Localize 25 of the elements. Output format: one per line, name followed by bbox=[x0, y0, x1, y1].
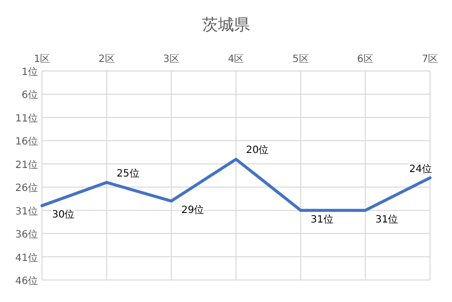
x-tick-label: 5区 bbox=[292, 54, 309, 65]
data-label: 30位 bbox=[52, 208, 75, 221]
x-tick-label: 1区 bbox=[34, 54, 50, 65]
data-label: 31位 bbox=[375, 213, 398, 226]
data-label: 20位 bbox=[246, 144, 269, 156]
x-tick-label: 2区 bbox=[98, 54, 115, 65]
x-tick-label: 7区 bbox=[422, 54, 438, 65]
x-tick-label: 3区 bbox=[163, 54, 180, 65]
y-tick-label: 31位 bbox=[15, 205, 38, 218]
x-tick-label: 4区 bbox=[228, 54, 244, 65]
y-tick-label: 11位 bbox=[15, 112, 38, 124]
chart-title: 茨城県 bbox=[202, 15, 250, 34]
y-tick-label: 41位 bbox=[15, 252, 38, 264]
y-tick-label: 46位 bbox=[15, 275, 38, 287]
data-label: 25位 bbox=[116, 167, 140, 180]
y-tick-label: 21位 bbox=[15, 158, 38, 171]
y-tick-label: 16位 bbox=[15, 136, 38, 148]
y-tick-label: 26位 bbox=[15, 182, 38, 194]
y-tick-label: 36位 bbox=[15, 228, 38, 241]
data-label: 24位 bbox=[409, 162, 432, 175]
y-tick-label: 6位 bbox=[22, 89, 38, 102]
x-tick-label: 6区 bbox=[357, 54, 374, 65]
y-tick-label: 1位 bbox=[22, 66, 38, 78]
data-label: 29位 bbox=[181, 204, 204, 216]
data-label: 31位 bbox=[310, 213, 334, 226]
